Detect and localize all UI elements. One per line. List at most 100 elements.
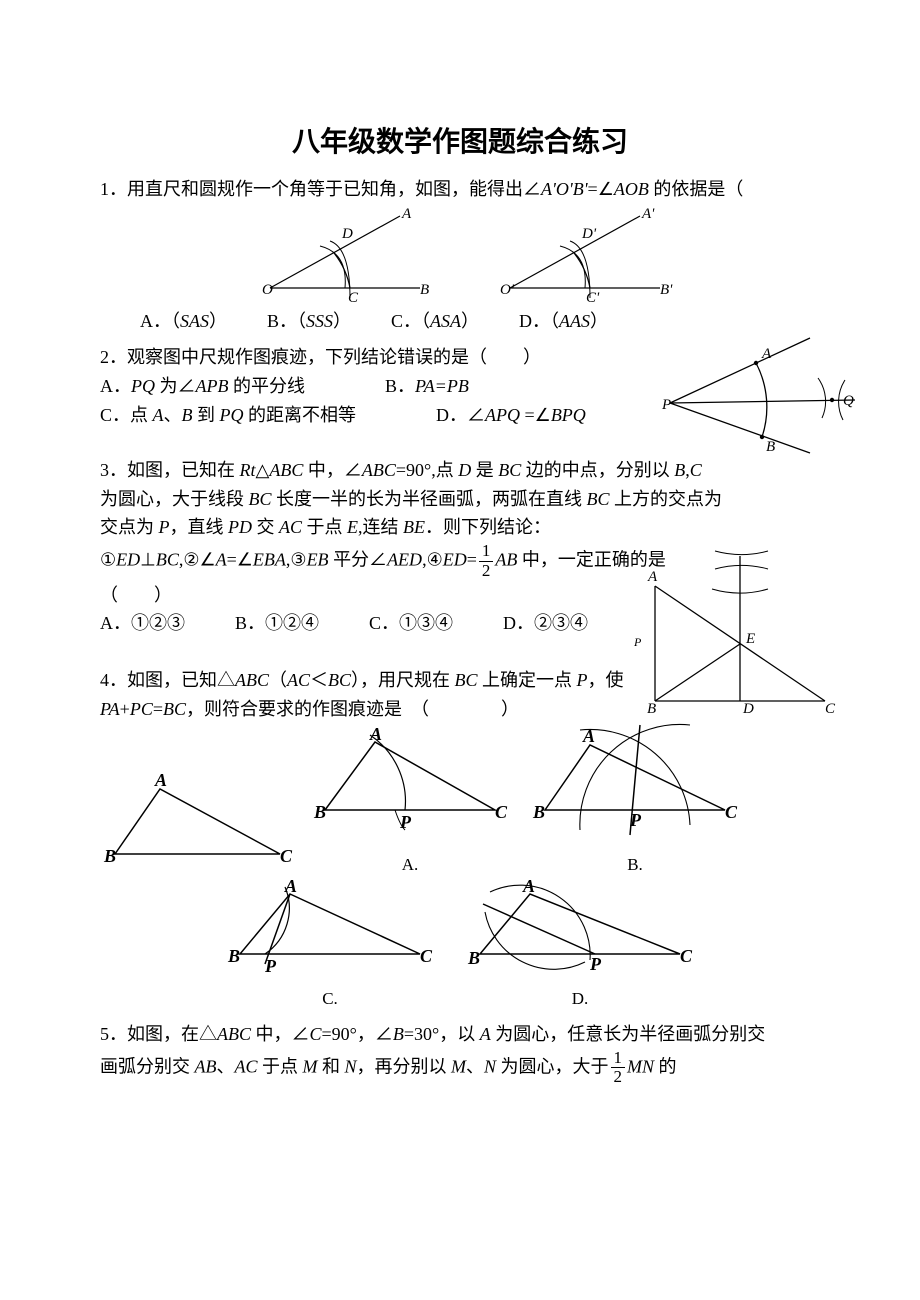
svg-text:C: C xyxy=(725,802,738,822)
q4-fig-ref: A B C xyxy=(100,774,290,869)
q3-l1-mid2: =90°,点 xyxy=(396,460,458,480)
q3-c: C xyxy=(690,460,702,480)
q4-l2-post: ，则符合要求的作图痕迹是 （ ） xyxy=(186,699,519,719)
q3-l2-bc: BC xyxy=(249,489,272,509)
q3-a: A xyxy=(216,549,227,569)
q3-e: E xyxy=(347,517,358,537)
svg-text:Q: Q xyxy=(843,393,854,409)
q3-ed: ED xyxy=(116,549,140,569)
svg-text:D: D xyxy=(341,226,353,242)
q4-fig-b: A B C P xyxy=(530,730,740,840)
q3-optC: C．①③④ xyxy=(369,609,453,638)
q5-ac: AC xyxy=(235,1056,258,1076)
q1-optA-end: ） xyxy=(209,311,227,331)
q4-po: （ xyxy=(269,670,287,690)
svg-text:A: A xyxy=(582,726,595,746)
q5-l2-mid3: 和 xyxy=(318,1056,345,1076)
q4-labelD: D. xyxy=(465,985,695,1012)
q1-optA: A．（ xyxy=(140,311,180,331)
svg-text:C: C xyxy=(495,802,508,822)
q4-pc: ），用尺规在 xyxy=(351,670,455,690)
q3-optB: B．①②④ xyxy=(235,609,319,638)
svg-text:P: P xyxy=(661,397,671,413)
q4-bc3: BC xyxy=(163,699,186,719)
q4-eq: = xyxy=(153,699,163,719)
svg-text:A': A' xyxy=(641,206,655,222)
svg-text:C: C xyxy=(280,846,293,866)
svg-text:A: A xyxy=(761,346,772,362)
q1-post: 的依据是（ xyxy=(649,179,744,199)
svg-text:A: A xyxy=(647,569,658,585)
q4-l1-pre: 4．如图，已知 xyxy=(100,670,217,690)
q5-abc: ABC xyxy=(217,1024,251,1044)
q3-optD: D．②③④ xyxy=(503,609,588,638)
svg-text:A: A xyxy=(369,724,382,744)
q1-sss: SSS xyxy=(306,311,333,331)
q2-optC-mid2: 到 xyxy=(193,405,220,425)
question-4: 4．如图，已知△ABC（AC＜BC），用尺规在 BC 上确定一点 P，使 PA+… xyxy=(100,666,820,1012)
svg-text:C: C xyxy=(680,946,693,966)
q2-apb: APB xyxy=(196,376,229,396)
q3-l1-mid3: 是 xyxy=(471,460,498,480)
q3-l3-eq: =∠ xyxy=(227,549,253,569)
q1-optC-end: ） xyxy=(461,311,479,331)
svg-text:B: B xyxy=(467,948,480,968)
q4-labelA: A. xyxy=(310,851,510,878)
q4-labelC: C. xyxy=(225,985,435,1012)
q1-optD: D．（ xyxy=(519,311,559,331)
q3-be: BE xyxy=(403,517,425,537)
q5-l2-mid2: 于点 xyxy=(258,1056,303,1076)
q4-pcc: PC xyxy=(130,699,153,719)
q2-optA-pre: A． xyxy=(100,376,131,396)
q3-l3-mid: 平分∠ xyxy=(329,549,388,569)
svg-text:E: E xyxy=(745,631,755,647)
q2-papb: PA=PB xyxy=(415,376,469,396)
svg-text:P: P xyxy=(629,810,642,830)
q4-fig-a: A B C P xyxy=(310,730,510,840)
q3-rt: Rt xyxy=(240,460,256,480)
q3-c4: ,④ xyxy=(422,549,443,569)
q5-l1-post: 为圆心，任意长为半径画弧分别交 xyxy=(491,1024,766,1044)
svg-text:A: A xyxy=(154,770,167,790)
q4-p: P xyxy=(577,670,588,690)
svg-text:C: C xyxy=(825,701,836,717)
svg-text:P: P xyxy=(589,954,602,974)
q3-l1-mid: 中，∠ xyxy=(303,460,362,480)
q2-optC-pq: PQ xyxy=(220,405,244,425)
q3-d: D xyxy=(458,460,471,480)
q3-l1-pre: 3．如图，已知在 xyxy=(100,460,240,480)
q5-m2: M xyxy=(451,1056,466,1076)
q1-figure-1: O A B C D xyxy=(250,208,430,303)
q3-c2: ,②∠ xyxy=(179,549,216,569)
q5-b: B xyxy=(393,1024,404,1044)
svg-text:B: B xyxy=(766,439,775,455)
q5-l1-pre: 5．如图，在△ xyxy=(100,1024,217,1044)
svg-text:B: B xyxy=(313,802,326,822)
q1-optB: B．（ xyxy=(267,311,306,331)
q3-aed: AED xyxy=(387,549,422,569)
q3-ab: AB xyxy=(495,549,517,569)
q1-angle2: AOB xyxy=(614,179,649,199)
q3-l2-post3: 交 xyxy=(252,517,279,537)
q1-optD-end: ） xyxy=(590,311,608,331)
svg-text:B: B xyxy=(532,802,545,822)
svg-text:B': B' xyxy=(660,282,673,298)
q5-l2-mid4: ，再分别以 xyxy=(357,1056,452,1076)
svg-text:O: O xyxy=(262,282,273,298)
q2-optB-pre: B． xyxy=(385,376,415,396)
q2-optC-b: B xyxy=(182,405,193,425)
q1-choices: A．（SAS） B．（SSS） C．（ASA） D．（AAS） xyxy=(100,307,820,336)
q3-perp: ⊥ xyxy=(140,549,156,569)
q3-l2-mid: 长度一半的长为半径画弧，两弧在直线 xyxy=(272,489,587,509)
q3-c3: ,③ xyxy=(286,549,307,569)
q3-b: B xyxy=(674,460,685,480)
q3-abc: ABC xyxy=(269,460,303,480)
q4-pa: PA xyxy=(100,699,120,719)
q4-plus: + xyxy=(120,699,130,719)
q4-ac: AC xyxy=(287,670,310,690)
svg-text:D': D' xyxy=(581,226,597,242)
q3-l2-post4: 于点 xyxy=(302,517,347,537)
svg-text:B: B xyxy=(420,282,429,298)
q1-text: 1．用直尺和圆规作一个角等于已知角，如图，能得出∠ xyxy=(100,179,541,199)
fraction-half-2: 12 xyxy=(611,1049,626,1087)
